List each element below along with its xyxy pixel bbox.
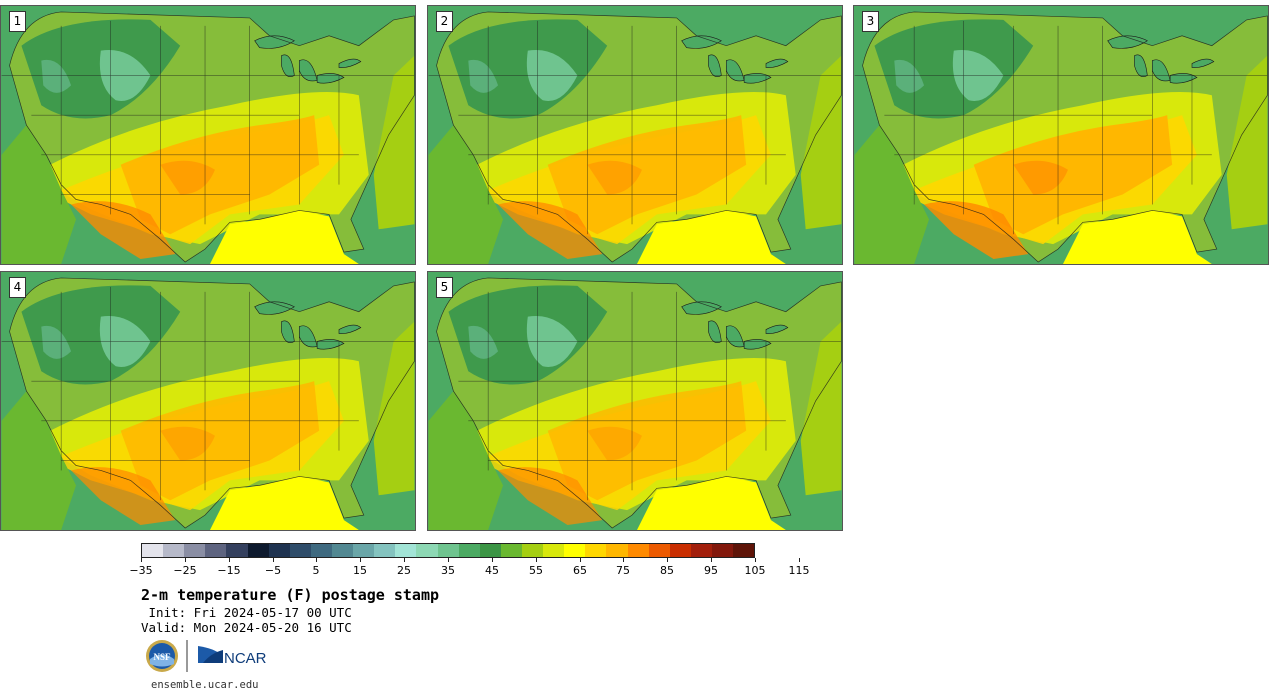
colorbar-tick [185, 558, 186, 562]
colorbar-tick [492, 558, 493, 562]
colorbar-segment [521, 544, 544, 557]
colorbar-tick [623, 558, 624, 562]
colorbar-segment [395, 544, 417, 557]
colorbar-tick [404, 558, 405, 562]
colorbar-segment [711, 544, 734, 557]
temperature-map [854, 6, 1268, 264]
colorbar-tick-label: 85 [660, 564, 674, 577]
colorbar-segment [205, 544, 227, 557]
colorbar-segment [289, 544, 311, 557]
colorbar-segment [690, 544, 712, 557]
postage-stamp-panel-1: 1 [0, 5, 416, 265]
colorbar-segment [543, 544, 565, 557]
temperature-map [428, 272, 842, 530]
colorbar-tick [360, 558, 361, 562]
init-time: Init: Fri 2024-05-17 00 UTC [141, 605, 352, 620]
colorbar-tick-label: 35 [441, 564, 455, 577]
panel-number-label: 3 [862, 11, 879, 32]
colorbar-tick-label: −15 [217, 564, 241, 577]
postage-stamp-panel-4: 4 [0, 271, 416, 531]
colorbar-tick-label: 25 [397, 564, 411, 577]
colorbar-segment [437, 544, 459, 557]
nsf-logo-text: NSF [153, 652, 171, 662]
colorbar-segment [479, 544, 501, 557]
colorbar-tick [536, 558, 537, 562]
colorbar-tick [448, 558, 449, 562]
colorbar-tick-label: 15 [353, 564, 367, 577]
colorbar-segment [564, 544, 586, 557]
colorbar-segment [163, 544, 185, 557]
colorbar-segment [374, 544, 396, 557]
colorbar-tick-label: −5 [264, 564, 282, 577]
ncar-logo-icon: NCAR [198, 646, 267, 667]
panel-number-label: 2 [436, 11, 453, 32]
colorbar-segment [142, 544, 164, 557]
valid-time: Valid: Mon 2024-05-20 16 UTC [141, 620, 352, 635]
colorbar-tick-label: 65 [573, 564, 587, 577]
nsf-logo-icon: NSF [146, 640, 178, 672]
colorbar-tick [141, 558, 142, 562]
ncar-logo-text: NCAR [224, 650, 267, 667]
colorbar-segment [585, 544, 607, 557]
colorbar-segment [627, 544, 649, 557]
colorbar-tick [667, 558, 668, 562]
colorbar-tick-label: 95 [704, 564, 718, 577]
colorbar-tick-label: −25 [173, 564, 197, 577]
colorbar-tick-label: 115 [788, 564, 810, 577]
colorbar-tick [580, 558, 581, 562]
colorbar-ticks: −35 −25 −15 −5 5 15 25 35 45 55 65 75 85 95 105 115 [129, 558, 810, 578]
colorbar-tick-label: 5 [312, 564, 320, 577]
postage-stamp-panel-3: 3 [853, 5, 1269, 265]
colorbar-tick [799, 558, 800, 562]
sponsor-logos: NSF NCAR [146, 640, 267, 672]
panel-number-label: 4 [9, 277, 26, 298]
temperature-map [428, 6, 842, 264]
colorbar-segment [458, 544, 480, 557]
plot-title: 2-m temperature (F) postage stamp [141, 586, 440, 604]
panel-number-label: 1 [9, 11, 26, 32]
temperature-colorbar [141, 543, 755, 558]
colorbar-segment [416, 544, 438, 557]
colorbar-segment [669, 544, 691, 557]
colorbar-tick [755, 558, 756, 562]
postage-stamp-panel-2: 2 [427, 5, 843, 265]
colorbar-segment [353, 544, 375, 557]
colorbar-tick-label: 55 [529, 564, 543, 577]
colorbar-tick-label: 75 [616, 564, 630, 577]
temperature-map [1, 272, 415, 530]
colorbar-segment [247, 544, 269, 557]
colorbar-tick [273, 558, 274, 562]
colorbar-tick-label: 45 [485, 564, 499, 577]
colorbar-segment [331, 544, 354, 557]
colorbar-segment [500, 544, 522, 557]
colorbar-segment [733, 544, 755, 557]
postage-stamp-panel-5: 5 [427, 271, 843, 531]
panel-number-label: 5 [436, 277, 453, 298]
footer-url: ensemble.ucar.edu [151, 679, 259, 691]
colorbar-tick [229, 558, 230, 562]
colorbar-segment [310, 544, 332, 557]
colorbar-tick-label: 105 [744, 564, 766, 577]
colorbar-segment [606, 544, 628, 557]
temperature-map [1, 6, 415, 264]
colorbar-segment [268, 544, 290, 557]
colorbar-segment [648, 544, 670, 557]
colorbar-segment [226, 544, 248, 557]
colorbar-tick-label: −35 [129, 564, 153, 577]
colorbar-segment [184, 544, 206, 557]
colorbar-tick [711, 558, 712, 562]
colorbar-tick [316, 558, 317, 562]
